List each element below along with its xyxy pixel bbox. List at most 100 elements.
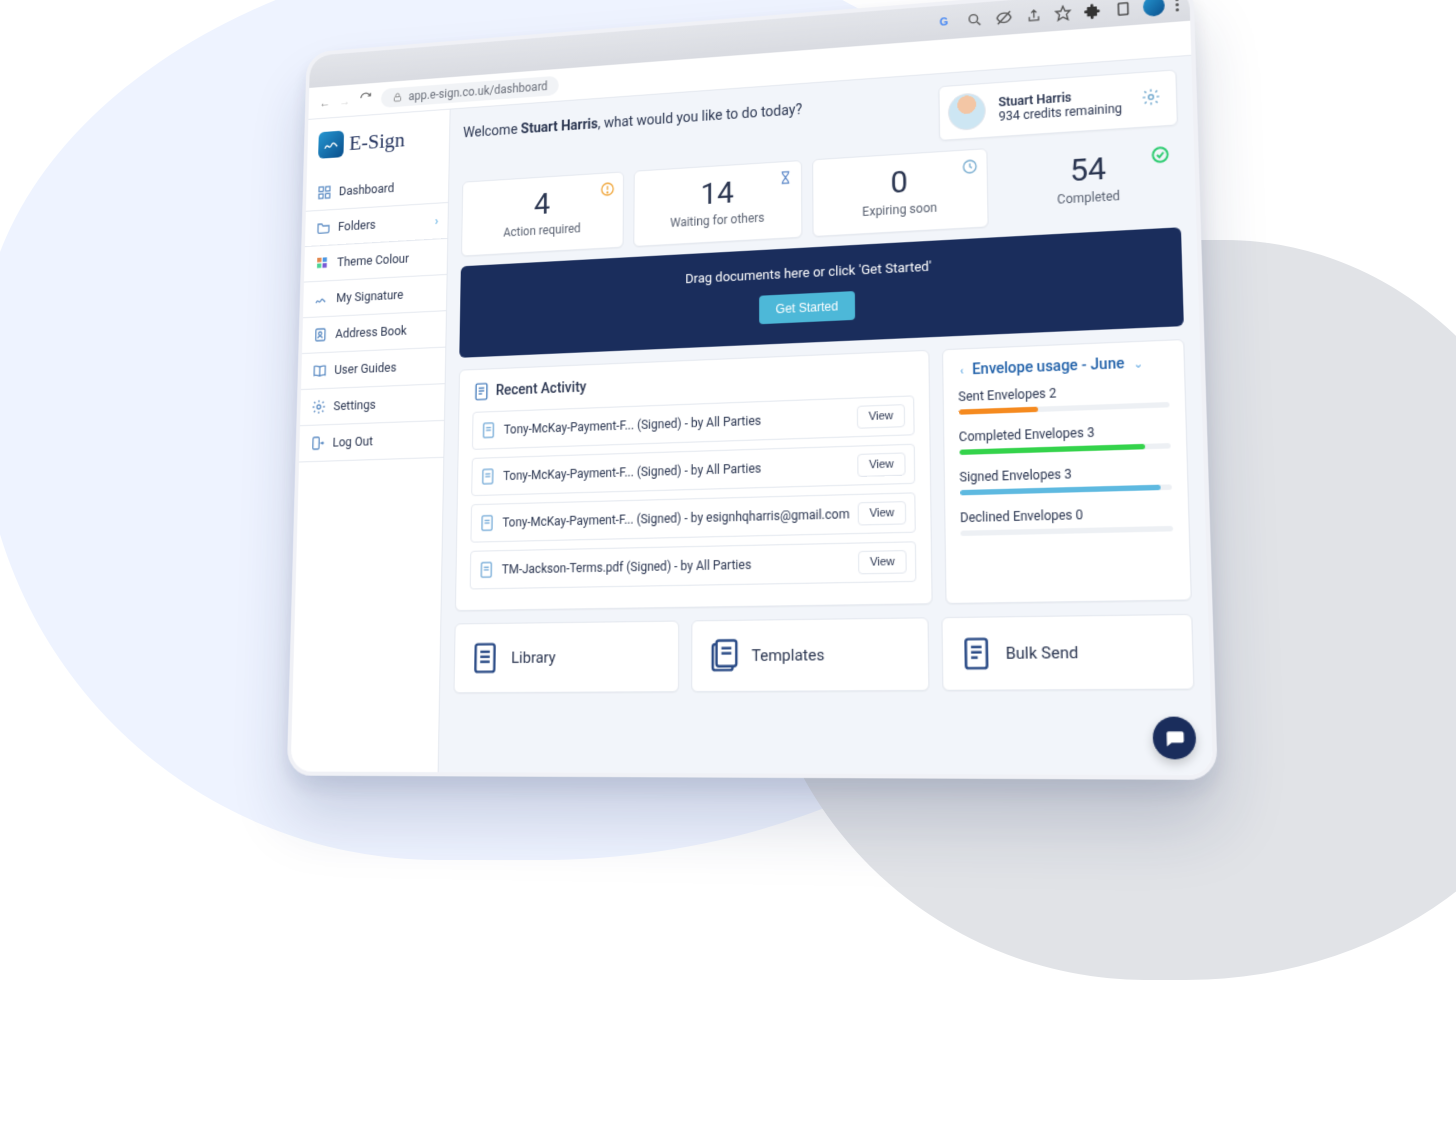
bulk-send-icon — [960, 635, 993, 672]
url-text: app.e-sign.co.uk/dashboard — [408, 79, 547, 103]
brand-name: E-Sign — [349, 127, 405, 156]
brand-mark-icon — [318, 131, 344, 159]
sidebar-label: Folders — [338, 217, 376, 234]
tile-library[interactable]: Library — [453, 621, 679, 694]
tile-bulk-send[interactable]: Bulk Send — [941, 614, 1194, 691]
bottom-tiles: Library Templates Bulk Send — [453, 614, 1194, 694]
gear-icon — [311, 399, 326, 415]
metric-fill — [959, 444, 1145, 455]
welcome-prefix: Welcome — [463, 122, 521, 141]
activity-row: TM-Jackson-Terms.pdf (Signed) - by All P… — [470, 541, 917, 589]
main-content: Welcome Stuart Harris, what would you li… — [439, 56, 1213, 776]
alert-icon — [600, 181, 616, 202]
stat-completed[interactable]: 54 Completed — [998, 136, 1181, 227]
recent-title-text: Recent Activity — [496, 379, 587, 399]
reload-icon[interactable] — [359, 91, 372, 108]
back-icon[interactable]: ← — [319, 95, 330, 109]
metric-label: Declined Envelopes 0 — [960, 505, 1173, 525]
chat-fab[interactable] — [1152, 717, 1196, 760]
usage-metric: Signed Envelopes 3 — [959, 464, 1171, 496]
activity-row: Tony-McKay-Payment-F... (Signed) - by Al… — [472, 395, 915, 450]
view-button[interactable]: View — [857, 404, 905, 429]
view-button[interactable]: View — [857, 452, 905, 477]
get-started-button[interactable]: Get Started — [759, 291, 854, 324]
activity-row: Tony-McKay-Payment-F... (Signed) - by Al… — [471, 444, 915, 496]
brand-logo[interactable]: E-Sign — [307, 110, 450, 177]
hourglass-icon — [778, 170, 793, 190]
welcome-suffix: , what would you like to do today? — [598, 102, 802, 132]
view-button[interactable]: View — [858, 501, 906, 525]
stat-waiting[interactable]: 14 Waiting for others — [633, 160, 802, 247]
sidebar-label: Dashboard — [339, 181, 395, 199]
sidebar-label: Address Book — [335, 323, 407, 341]
chat-icon — [1163, 727, 1186, 750]
window-icon[interactable] — [1113, 0, 1133, 18]
stat-value: 4 — [474, 183, 612, 226]
stat-expiring[interactable]: 0 Expiring soon — [812, 148, 989, 237]
stat-value: 0 — [825, 160, 974, 205]
activity-text: TM-Jackson-Terms.pdf (Signed) - by All P… — [502, 555, 850, 576]
stat-value: 54 — [1011, 147, 1167, 193]
google-g-icon[interactable]: G — [936, 13, 955, 32]
eye-off-icon[interactable] — [994, 8, 1013, 28]
zoom-icon[interactable] — [965, 10, 984, 30]
activity-text: Tony-McKay-Payment-F... (Signed) - by Al… — [504, 410, 849, 436]
avatar — [948, 92, 986, 131]
metric-label: Sent Envelopes 2 — [958, 381, 1169, 404]
sidebar-item-guides[interactable]: User Guides — [301, 348, 445, 390]
kebab-menu-icon[interactable] — [1175, 0, 1179, 11]
document-icon — [478, 560, 494, 579]
signature-icon — [314, 291, 329, 307]
usage-title-text: Envelope usage - June — [972, 355, 1125, 378]
folder-icon — [316, 220, 331, 236]
svg-text:G: G — [940, 17, 949, 29]
templates-icon — [709, 638, 740, 674]
profile-avatar-icon[interactable] — [1143, 0, 1165, 17]
clock-icon — [961, 158, 978, 180]
usage-metric: Completed Envelopes 3 — [959, 422, 1171, 455]
logout-icon — [310, 435, 325, 451]
usage-metric: Sent Envelopes 2 — [958, 381, 1169, 414]
app-root: E-Sign Dashboard Folders › Theme Colour … — [291, 56, 1213, 776]
stat-action-required[interactable]: 4 Action required — [461, 171, 624, 256]
dropzone-text: Drag documents here or click 'Get Starte… — [470, 247, 1171, 298]
share-icon[interactable] — [1024, 6, 1043, 26]
view-button[interactable]: View — [858, 550, 906, 574]
user-card[interactable]: Stuart Harris 934 credits remaining — [939, 69, 1178, 141]
metric-track — [960, 526, 1173, 536]
tile-label: Templates — [752, 645, 825, 665]
metric-fill — [959, 407, 1038, 415]
tile-label: Bulk Send — [1005, 643, 1078, 663]
activity-row: Tony-McKay-Payment-F... (Signed) - by es… — [470, 492, 915, 542]
document-icon — [473, 381, 490, 402]
activity-text: Tony-McKay-Payment-F... (Signed) - by es… — [502, 507, 849, 530]
usage-title[interactable]: ‹ Envelope usage - June ⌄ — [958, 354, 1169, 379]
star-icon[interactable] — [1053, 3, 1072, 23]
book-icon — [312, 363, 327, 379]
settings-gear-icon[interactable] — [1141, 87, 1161, 111]
sidebar-item-logout[interactable]: Log Out — [299, 421, 444, 463]
sidebar-label: Log Out — [332, 434, 373, 450]
tile-templates[interactable]: Templates — [691, 617, 929, 692]
sidebar-label: My Signature — [336, 287, 403, 305]
extensions-icon[interactable] — [1083, 1, 1103, 21]
metric-track — [959, 402, 1170, 415]
metric-track — [960, 484, 1172, 495]
recent-activity-title: Recent Activity — [473, 364, 914, 402]
tablet-frame: G ← → app.e-sign.co.uk/dashboard — [287, 0, 1218, 780]
stat-value: 14 — [646, 172, 789, 216]
lock-icon — [392, 91, 403, 103]
sidebar-label: User Guides — [334, 360, 396, 377]
library-icon — [470, 640, 500, 675]
metric-track — [959, 443, 1171, 455]
sidebar-label: Theme Colour — [337, 251, 409, 269]
document-icon — [481, 421, 497, 440]
middle-row: Recent Activity Tony-McKay-Payment-F... … — [455, 339, 1192, 611]
document-icon — [480, 467, 496, 486]
chevron-left-icon[interactable]: ‹ — [960, 364, 964, 378]
chevron-right-icon: › — [435, 214, 439, 229]
chevron-down-icon[interactable]: ⌄ — [1133, 356, 1144, 370]
sidebar-item-settings[interactable]: Settings — [300, 384, 445, 426]
tile-label: Library — [511, 648, 556, 667]
forward-icon[interactable]: → — [339, 94, 350, 108]
